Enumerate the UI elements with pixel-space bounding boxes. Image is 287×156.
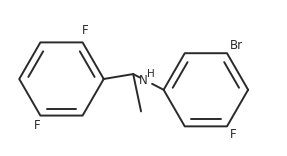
Text: F: F (230, 128, 236, 141)
Text: N: N (139, 74, 148, 87)
Text: H: H (147, 69, 155, 79)
Text: F: F (82, 24, 89, 37)
Text: F: F (34, 119, 41, 132)
Text: Br: Br (230, 39, 243, 52)
